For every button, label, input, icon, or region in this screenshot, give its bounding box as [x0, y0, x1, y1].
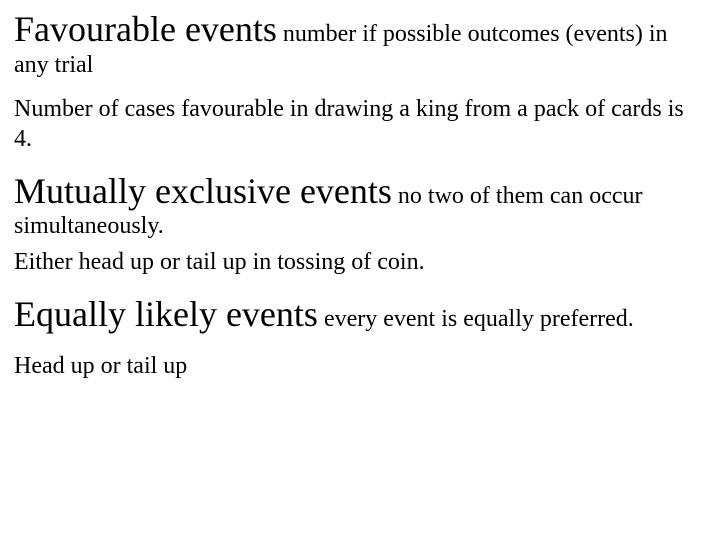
term-favourable: Favourable events	[14, 9, 277, 49]
term-mutually-exclusive: Mutually exclusive events	[14, 171, 392, 211]
def-equally-likely: every event is equally preferred.	[318, 306, 634, 332]
spacer	[14, 341, 706, 351]
example-favourable: Number of cases favourable in drawing a …	[14, 94, 706, 154]
spacer	[14, 154, 706, 172]
section-equally-likely: Equally likely events every event is equ…	[14, 295, 706, 335]
spacer	[14, 277, 706, 295]
section-favourable: Favourable events number if possible out…	[14, 10, 706, 80]
example-mutually-exclusive: Either head up or tail up in tossing of …	[14, 247, 706, 277]
example-equally-likely: Head up or tail up	[14, 351, 706, 381]
section-mutually-exclusive: Mutually exclusive events no two of them…	[14, 172, 706, 242]
term-equally-likely: Equally likely events	[14, 294, 318, 334]
slide: Favourable events number if possible out…	[0, 0, 720, 540]
